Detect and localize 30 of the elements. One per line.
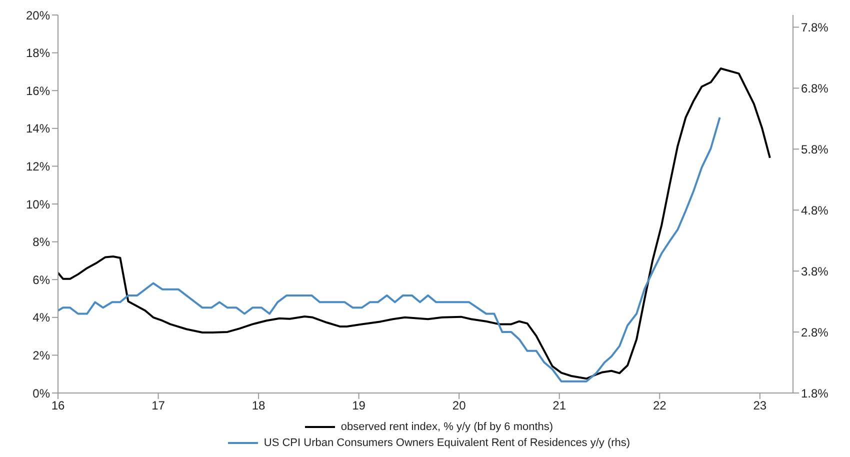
legend-label: US CPI Urban Consumers Owners Equivalent Rent of Residences y/y (rhs) [264, 437, 630, 449]
y-tick-label: 4% [32, 310, 50, 325]
y-tick-label: 20% [26, 8, 50, 22]
y-tick-label: 10% [26, 197, 50, 212]
x-tick-label: 21 [552, 398, 566, 413]
y2-tick-label: 7.8% [801, 20, 829, 34]
y2-tick-label: 6.8% [801, 81, 829, 96]
y2-tick-label: 1.8% [801, 386, 829, 400]
y-tick-label: 6% [32, 272, 50, 287]
y-tick-label: 16% [26, 84, 50, 98]
y-tick-label: 0% [32, 386, 50, 400]
y-tick-label: 18% [26, 46, 50, 60]
x-tick-label: 19 [352, 398, 366, 413]
y2-tick-label: 5.8% [801, 142, 829, 156]
y-tick-label: 2% [32, 348, 50, 362]
y2-tick-label: 4.8% [801, 203, 829, 218]
x-tick-label: 20 [452, 398, 466, 413]
line-series [58, 67, 771, 380]
y2-tick-label: 2.8% [801, 325, 829, 340]
line-series [58, 116, 721, 382]
x-tick-label: 23 [753, 398, 767, 413]
y-tick-label: 8% [32, 235, 50, 250]
x-tick-label: 16 [51, 398, 65, 413]
x-tick-label: 18 [252, 398, 266, 413]
x-tick-label: 17 [152, 398, 166, 413]
x-tick-label: 22 [652, 398, 667, 413]
y-tick-label: 12% [26, 159, 50, 174]
y2-tick-label: 3.8% [801, 264, 829, 278]
legend-label: observed rent index, % y/y (bf by 6 months) [340, 421, 554, 433]
y-tick-label: 14% [26, 122, 50, 136]
